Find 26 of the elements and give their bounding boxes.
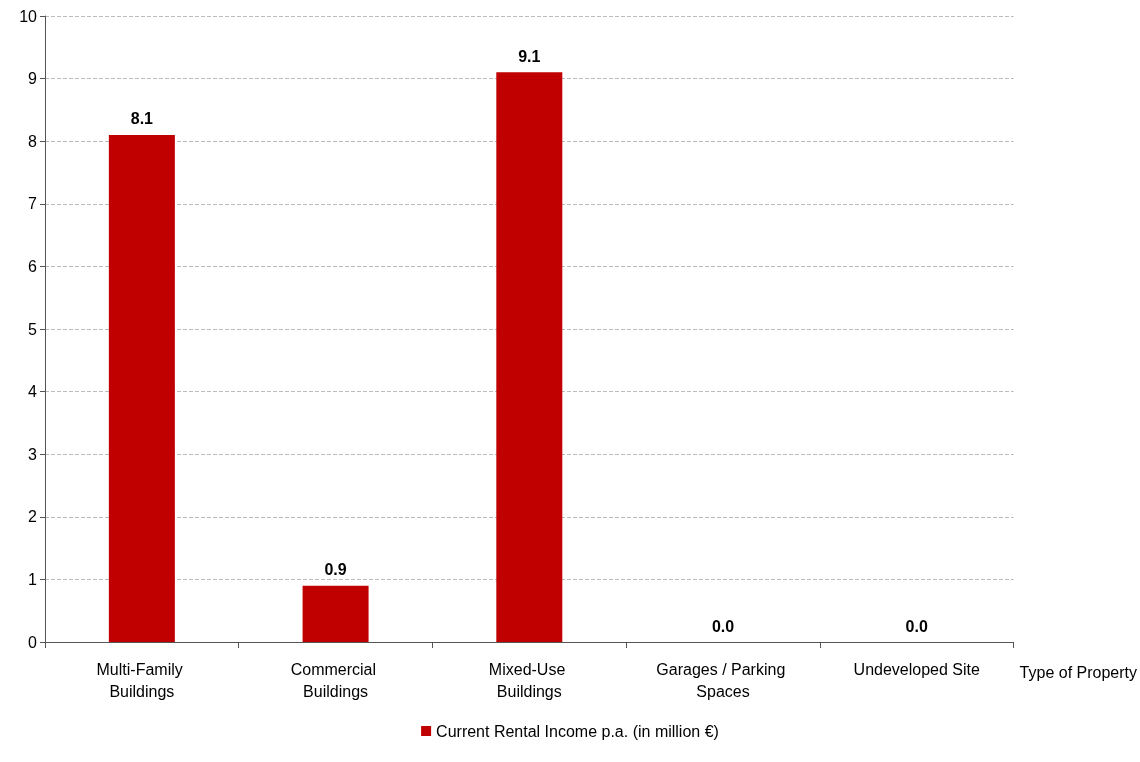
y-tick-label: 4 — [28, 383, 38, 401]
data-label: 9.1 — [518, 47, 541, 65]
bar — [108, 134, 175, 642]
y-tick-label: 6 — [28, 257, 38, 275]
data-label: 0.9 — [324, 561, 347, 579]
y-tick-label: 2 — [28, 508, 38, 526]
y-tick-label: 1 — [28, 570, 38, 588]
x-tick-label: Commercial Buildings — [290, 660, 381, 700]
x-axis-title: Type of Property — [1019, 663, 1137, 681]
data-label: 8.1 — [130, 110, 154, 128]
y-tick-label: 7 — [28, 195, 38, 213]
x-tick-label: Mixed-Use Buildings — [488, 660, 570, 700]
y-tick-label: 9 — [28, 70, 38, 88]
legend-label: Current Rental Income p.a. (in million €) — [436, 722, 719, 740]
x-tick-label: Multi-Family Buildings — [96, 660, 188, 700]
y-tick-label: 5 — [28, 320, 38, 338]
y-tick-label: 10 — [19, 7, 38, 25]
x-tick-label: Undeveloped Site — [853, 660, 981, 678]
y-tick-label: 3 — [28, 445, 38, 463]
data-label: 0.0 — [711, 617, 735, 635]
x-tick-label: Garages / Parking Spaces — [656, 660, 790, 700]
y-tick-label: 8 — [28, 132, 38, 150]
y-tick-label: 0 — [28, 633, 38, 651]
bar — [496, 72, 563, 642]
data-label: 0.0 — [905, 617, 928, 635]
bar — [302, 585, 369, 642]
